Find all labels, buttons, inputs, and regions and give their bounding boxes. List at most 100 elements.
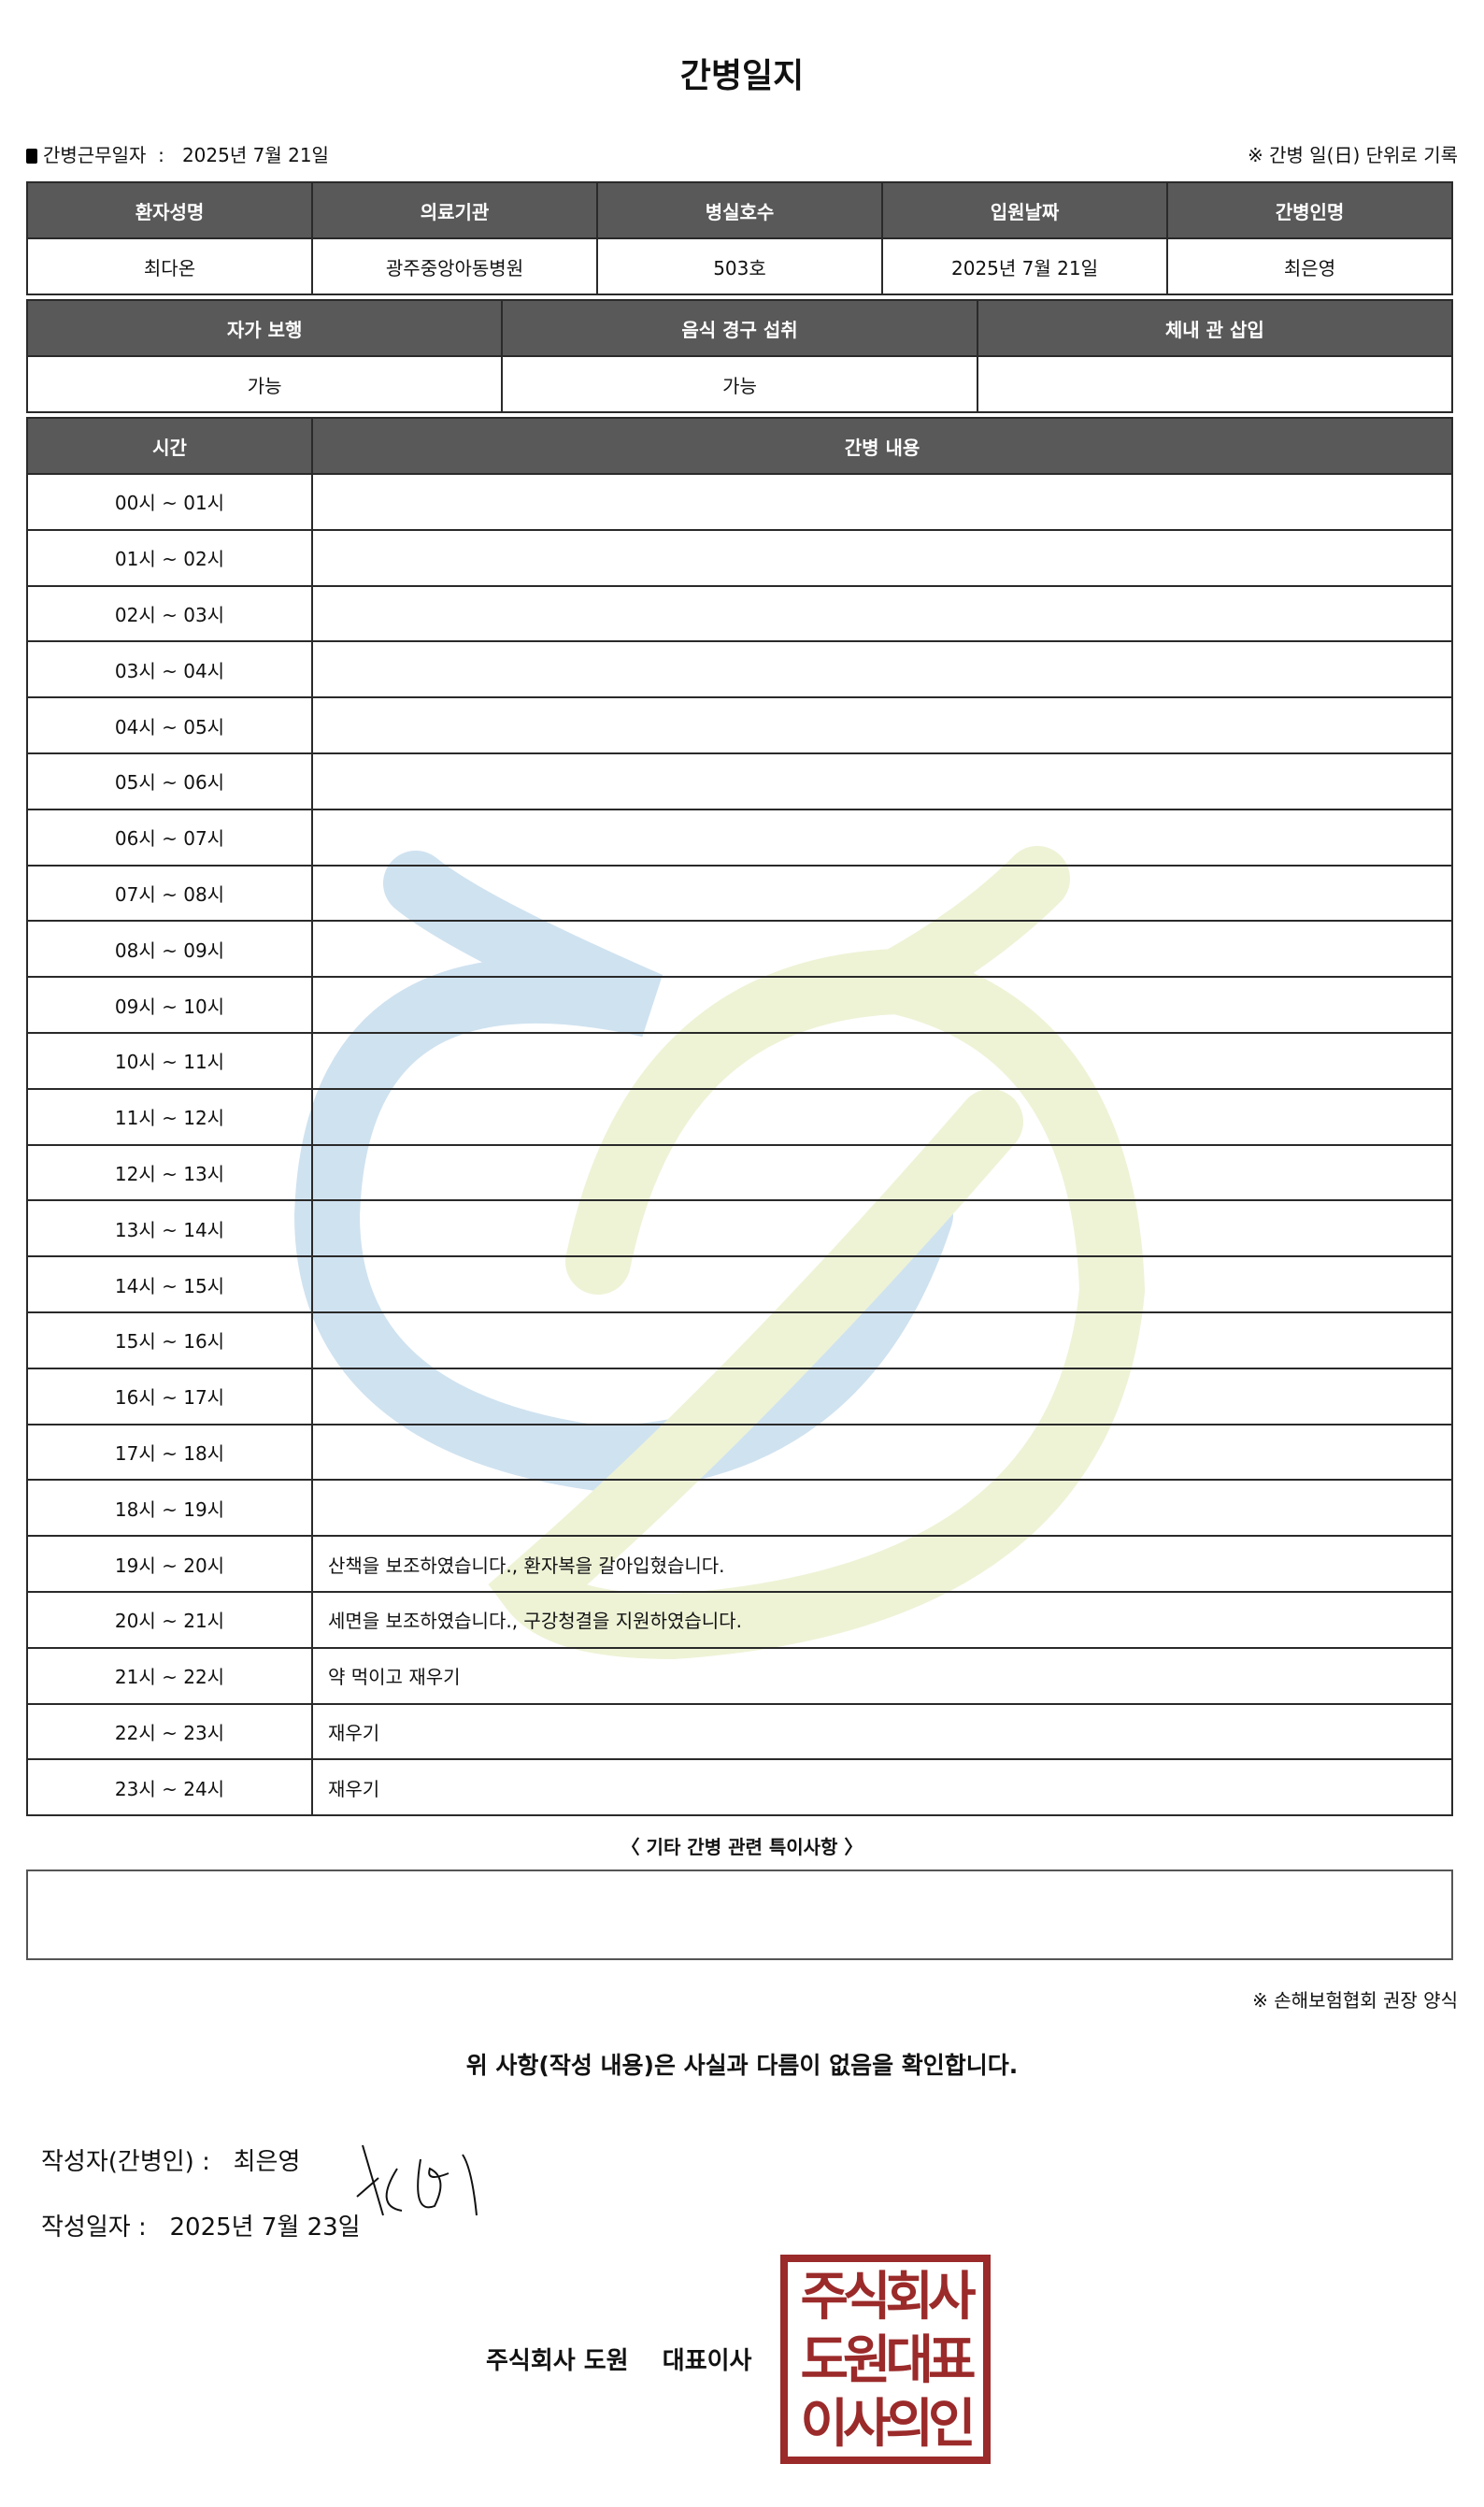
time-cell: 15시 ~ 16시 — [26, 1311, 313, 1369]
notes-label: 〈 기타 간병 관련 특이사항 〉 — [621, 1836, 863, 1858]
table-row: 14시 ~ 15시 — [26, 1255, 1453, 1313]
content-cell — [311, 1087, 1453, 1146]
time-cell: 08시 ~ 09시 — [26, 920, 313, 979]
company-seal: 주식회사 도원대표 이사의인 — [780, 2255, 991, 2464]
time-cell: 05시 ~ 06시 — [26, 752, 313, 810]
written-date-label: 작성일자 : — [41, 2213, 147, 2242]
written-date: 작성일자 : 2025년 7월 23일 — [41, 2208, 361, 2242]
time-cell: 13시 ~ 14시 — [26, 1199, 313, 1258]
work-date: 간병근무일자 : 2025년 7월 21일 — [26, 140, 329, 167]
table-row: 07시 ~ 08시 — [26, 864, 1453, 923]
time-cell: 16시 ~ 17시 — [26, 1367, 313, 1425]
written-date-value: 2025년 7월 23일 — [169, 2213, 361, 2242]
writer-label: 작성자(간병인) : — [41, 2148, 210, 2176]
time-cell: 14시 ~ 15시 — [26, 1255, 313, 1313]
time-cell: 22시 ~ 23시 — [26, 1702, 313, 1761]
time-cell: 06시 ~ 07시 — [26, 808, 313, 867]
table-row: 04시 ~ 05시 — [26, 696, 1453, 754]
value-cell: 가능 — [25, 355, 504, 413]
content-cell: 재우기 — [311, 1702, 1453, 1761]
value-cell: 503호 — [596, 237, 883, 295]
table-row: 08시 ~ 09시 — [26, 920, 1453, 979]
page-title: 간병일지 — [679, 57, 805, 95]
content-cell — [311, 473, 1453, 531]
work-date-value: 2025년 7월 21일 — [181, 144, 329, 166]
content-cell — [311, 696, 1453, 754]
time-cell: 01시 ~ 02시 — [26, 528, 313, 587]
time-cell: 10시 ~ 11시 — [26, 1031, 313, 1090]
table-row: 19시 ~ 20시 산책을 보조하였습니다., 환자복을 갈아입혔습니다. — [26, 1535, 1453, 1593]
square-bullet-icon — [26, 149, 37, 164]
care-log-table: 시간 간병 내용 00시 ~ 01시 01시 ~ 02시 02시 ~ 03시 03시 ~… — [26, 417, 1453, 1817]
header-cell: 의료기관 — [311, 181, 598, 239]
content-cell — [311, 752, 1453, 810]
work-date-label: 간병근무일자 — [43, 144, 147, 166]
company-title: 대표이사 — [662, 2347, 752, 2375]
table-row: 18시 ~ 19시 — [26, 1479, 1453, 1538]
content-cell — [311, 1423, 1453, 1482]
company: 주식회사 도원 대표이사 — [486, 2342, 751, 2376]
content-cell — [311, 584, 1453, 643]
status-table: 자가 보행 음식 경구 섭취 체내 관 삽입 가능 가능 — [25, 299, 1454, 413]
content-cell — [311, 1311, 1453, 1369]
time-cell: 09시 ~ 10시 — [26, 976, 313, 1034]
table-row: 23시 ~ 24시 재우기 — [26, 1758, 1453, 1817]
header-time: 시간 — [26, 417, 313, 475]
table-row: 21시 ~ 22시 약 먹이고 재우기 — [26, 1646, 1453, 1705]
header-cell: 병실호수 — [596, 181, 883, 239]
time-cell: 23시 ~ 24시 — [26, 1758, 313, 1817]
time-cell: 21시 ~ 22시 — [26, 1646, 313, 1705]
content-cell — [311, 1199, 1453, 1258]
table-row: 03시 ~ 04시 — [26, 640, 1453, 699]
time-cell: 18시 ~ 19시 — [26, 1479, 313, 1538]
content-cell — [311, 1479, 1453, 1538]
content-cell: 재우기 — [311, 1758, 1453, 1817]
header-cell: 체내 관 삽입 — [976, 299, 1454, 357]
content-cell — [311, 976, 1453, 1034]
time-cell: 04시 ~ 05시 — [26, 696, 313, 754]
table-row: 20시 ~ 21시 세면을 보조하였습니다., 구강청결을 지원하였습니다. — [26, 1590, 1453, 1649]
value-cell: 광주중앙아동병원 — [311, 237, 598, 295]
table-row: 12시 ~ 13시 — [26, 1143, 1453, 1202]
value-cell: 가능 — [501, 355, 978, 413]
signature — [356, 2144, 478, 2216]
time-cell: 00시 ~ 01시 — [26, 473, 313, 531]
header-cell: 음식 경구 섭취 — [501, 299, 978, 357]
notes-box — [26, 1870, 1453, 1960]
time-cell: 19시 ~ 20시 — [26, 1535, 313, 1593]
value-cell: 2025년 7월 21일 — [881, 237, 1168, 295]
content-cell — [311, 1143, 1453, 1202]
content-cell — [311, 528, 1453, 587]
table-row: 13시 ~ 14시 — [26, 1199, 1453, 1258]
time-cell: 03시 ~ 04시 — [26, 640, 313, 699]
content-cell — [311, 920, 1453, 979]
table-row: 22시 ~ 23시 재우기 — [26, 1702, 1453, 1761]
content-cell — [311, 864, 1453, 923]
table-row: 01시 ~ 02시 — [26, 528, 1453, 587]
table-row: 15시 ~ 16시 — [26, 1311, 1453, 1369]
header-cell: 자가 보행 — [25, 299, 504, 357]
value-cell: 최다온 — [26, 237, 313, 295]
table-row: 09시 ~ 10시 — [26, 976, 1453, 1034]
header-cell: 간병인명 — [1166, 181, 1453, 239]
time-cell: 11시 ~ 12시 — [26, 1087, 313, 1146]
table-row: 00시 ~ 01시 — [26, 473, 1453, 531]
confirmation-text: 위 사항(작성 내용)은 사실과 다름이 없음을 확인합니다. — [465, 2052, 1019, 2079]
table-row: 06시 ~ 07시 — [26, 808, 1453, 867]
time-cell: 17시 ~ 18시 — [26, 1423, 313, 1482]
time-cell: 02시 ~ 03시 — [26, 584, 313, 643]
table-row: 11시 ~ 12시 — [26, 1087, 1453, 1146]
content-cell: 약 먹이고 재우기 — [311, 1646, 1453, 1705]
time-cell: 07시 ~ 08시 — [26, 864, 313, 923]
time-cell: 12시 ~ 13시 — [26, 1143, 313, 1202]
value-cell: 최은영 — [1166, 237, 1453, 295]
content-cell — [311, 640, 1453, 699]
company-name: 주식회사 도원 — [486, 2347, 629, 2375]
content-cell — [311, 1367, 1453, 1425]
writer: 작성자(간병인) : 최은영 — [41, 2142, 300, 2177]
writer-name: 최은영 — [233, 2148, 301, 2176]
header-cell: 입원날짜 — [881, 181, 1168, 239]
record-note: ※ 간병 일(日) 단위로 기록 — [1248, 144, 1458, 166]
content-cell — [311, 1255, 1453, 1313]
content-cell — [311, 1031, 1453, 1090]
